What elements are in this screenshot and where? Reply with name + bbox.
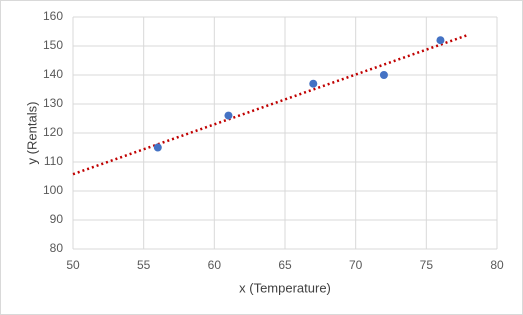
point (309, 79, 318, 88)
x-tick-label: 80 (490, 258, 504, 272)
y-tick-label: 120 (43, 125, 63, 139)
x-tick-label: 65 (278, 258, 292, 272)
x-tick-label: 50 (66, 258, 80, 272)
y-tick-label: 150 (43, 38, 63, 52)
point (153, 143, 162, 152)
y-tick-label: 140 (43, 67, 63, 81)
x-tick-label: 70 (349, 258, 363, 272)
x-axis-title: x (Temperature) (239, 280, 331, 295)
x-tick-label: 75 (420, 258, 434, 272)
y-axis-title: y (Rentals) (24, 102, 39, 165)
x-tick-label: 60 (208, 258, 222, 272)
x-tick-label: 55 (137, 258, 151, 272)
y-tick-label: 160 (43, 9, 63, 23)
point (224, 111, 233, 120)
y-tick-label: 90 (50, 212, 64, 226)
point (379, 71, 388, 79)
y-tick-label: 110 (44, 154, 63, 168)
y-tick-label: 80 (50, 241, 64, 255)
point (436, 36, 445, 45)
y-tick-label: 100 (43, 183, 63, 197)
y-tick-label: 130 (43, 96, 63, 110)
